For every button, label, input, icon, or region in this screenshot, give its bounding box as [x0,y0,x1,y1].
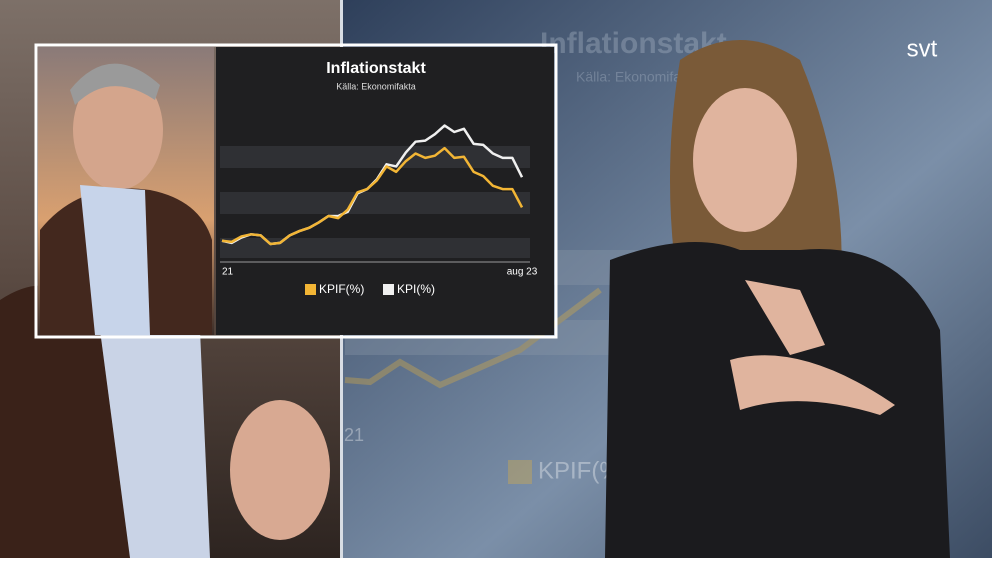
legend-label: KPI(%) [397,282,435,296]
band [220,238,530,258]
x-tick-label: 21 [222,267,234,278]
hand [730,355,895,415]
legend-swatch [383,284,394,295]
person-background [0,285,130,558]
hand [745,280,825,355]
inset-frame [34,43,558,339]
chart-subtitle: Källa: Ekonomifakta [336,81,416,91]
blurred-tick: 21 [344,425,364,445]
series-line [221,146,524,246]
legend-swatch [305,284,316,295]
blurred-subtitle: Källa: Ekonomifakta [576,69,700,85]
shirt [100,330,210,558]
chart: Inflationstakt Källa: Ekonomifakta 21 aug… [220,60,538,296]
shirt [80,185,150,335]
x-tick-label: aug 23 [507,267,538,278]
band [220,146,530,168]
channel-logo: svt [907,35,938,62]
face [693,88,797,232]
chart-title: Inflationstakt [326,60,426,77]
band [220,192,530,214]
face [73,70,163,190]
hands [230,400,330,540]
hair [70,63,160,105]
legend-label: KPIF(%) [319,282,364,296]
